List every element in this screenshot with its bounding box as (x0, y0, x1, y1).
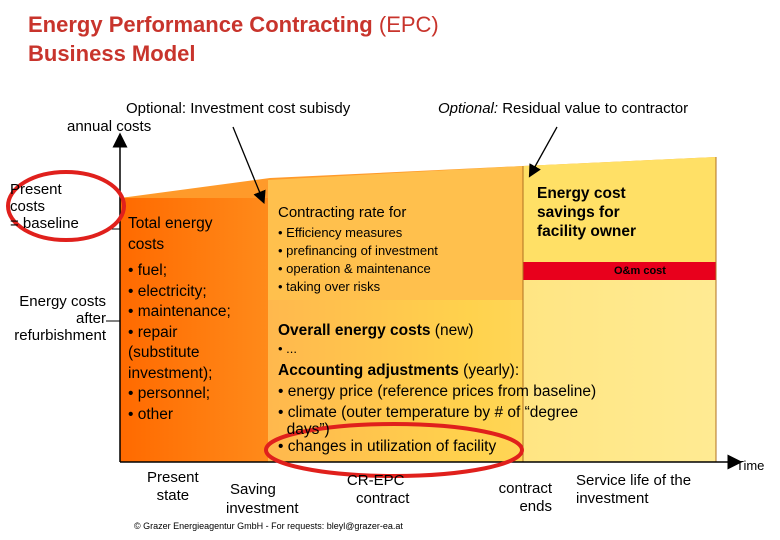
residual-arrow (528, 126, 558, 178)
total-energy-item: • personnel; (128, 385, 211, 402)
after-refurb-line3: refurbishment (14, 327, 106, 344)
overall-dots: • ... (278, 341, 297, 356)
om-cost-label: O&m cost (614, 265, 666, 277)
savings-line: savings for (537, 204, 620, 221)
contract-ends-line: ends (519, 498, 552, 515)
total-energy-item: • other (128, 405, 174, 423)
page-title: Energy Performance Contracting (EPC) Bus… (28, 10, 439, 68)
accounting-title-bold: Accounting adjustments (278, 362, 459, 379)
savings-label: Energy cost savings for facility owner (537, 184, 636, 241)
total-energy-text: Total energy costs • fuel; • electricity… (128, 214, 231, 425)
service-life-line: Service life of the (576, 472, 692, 489)
utilization-highlight-ellipse (264, 422, 524, 478)
overall-title-rest: (new) (430, 322, 474, 339)
contracting-list: • Efficiency measures • prefinancing of … (278, 224, 438, 296)
contracting-item: • operation & maintenance (278, 261, 431, 276)
investment-label: investment (226, 500, 299, 517)
om-band (523, 262, 716, 280)
contracting-item: • taking over risks (278, 279, 381, 294)
present-costs-label: Present costs = baseline (10, 181, 79, 232)
contract-ends-label: contract ends (488, 480, 552, 516)
total-energy-item: (substitute (128, 344, 200, 361)
baseline-highlight-ellipse (6, 170, 126, 242)
overall-title: Overall energy costs (new) (278, 321, 596, 341)
accounting-title: Accounting adjustments (yearly): (278, 361, 596, 381)
present-state-line: Present (147, 469, 199, 486)
title-bold: Energy Performance Contracting (28, 12, 373, 37)
cr-epc-label: CR-EPC contract (342, 472, 409, 508)
footer-credit: © Grazer Energieagentur GmbH - For reque… (134, 521, 403, 531)
saving-label: Saving (230, 481, 276, 498)
total-energy-item: • fuel; (128, 262, 168, 279)
savings-area (523, 157, 716, 262)
contracting-area (268, 166, 523, 300)
contracting-item: • Efficiency measures (278, 225, 403, 240)
accounting-title-rest: (yearly): (458, 362, 520, 379)
subsidy-arrow (232, 126, 266, 205)
after-refurb-line1: Energy costs (19, 293, 106, 310)
present-costs-line2: costs (10, 198, 46, 215)
accounting-item: • changes in utilization of facility (278, 438, 497, 455)
subsidy-annotation: Optional: Investment cost subisdy (126, 100, 351, 117)
contract-ends-line: contract (498, 480, 552, 497)
after-refurb-label: Energy costs after refurbishment (0, 293, 106, 344)
total-energy-item: • electricity; (128, 282, 207, 300)
annual-costs-label: annual costs (67, 118, 152, 135)
title-line2: Business Model (28, 41, 196, 66)
total-energy-block (120, 198, 268, 462)
present-state-line: state (156, 487, 190, 504)
present-state-label: Present state (147, 469, 199, 505)
accounting-item: • climate (outer temperature by # of “de… (278, 404, 579, 421)
service-life-line: investment (576, 490, 649, 507)
total-energy-heading-2: costs (128, 235, 165, 253)
overall-costs-block: Overall energy costs (new) • ... Account… (278, 321, 596, 457)
total-energy-heading-1: Total energy (128, 215, 213, 232)
total-energy-item: investment); (128, 364, 213, 382)
residual-italic: Optional: (438, 100, 499, 117)
overall-title-bold: Overall energy costs (278, 322, 431, 339)
contracting-item: • prefinancing of investment (278, 243, 438, 258)
cr-epc-line: CR-EPC (346, 472, 405, 489)
service-life-area (523, 280, 716, 462)
after-refurb-line2: after (75, 310, 106, 327)
residual-rest: Residual value to contractor (498, 100, 689, 117)
title-normal: (EPC) (372, 12, 439, 37)
savings-line: Energy cost (537, 185, 626, 202)
present-costs-line3: = baseline (10, 215, 79, 232)
total-energy-item: • repair (128, 323, 178, 341)
savings-line: facility owner (537, 223, 637, 240)
service-life-label: Service life of the investment (576, 472, 691, 508)
residual-annotation: Optional: Residual value to contractor (438, 100, 688, 118)
accounting-item: • energy price (reference prices from ba… (278, 383, 597, 400)
present-costs-line1: Present (10, 181, 62, 198)
contracting-heading: Contracting rate for (278, 204, 407, 221)
accounting-item: days”) (278, 421, 330, 438)
cr-epc-line: contract (356, 490, 410, 507)
total-energy-item: • maintenance; (128, 303, 231, 320)
time-axis-label: Time (736, 458, 765, 473)
